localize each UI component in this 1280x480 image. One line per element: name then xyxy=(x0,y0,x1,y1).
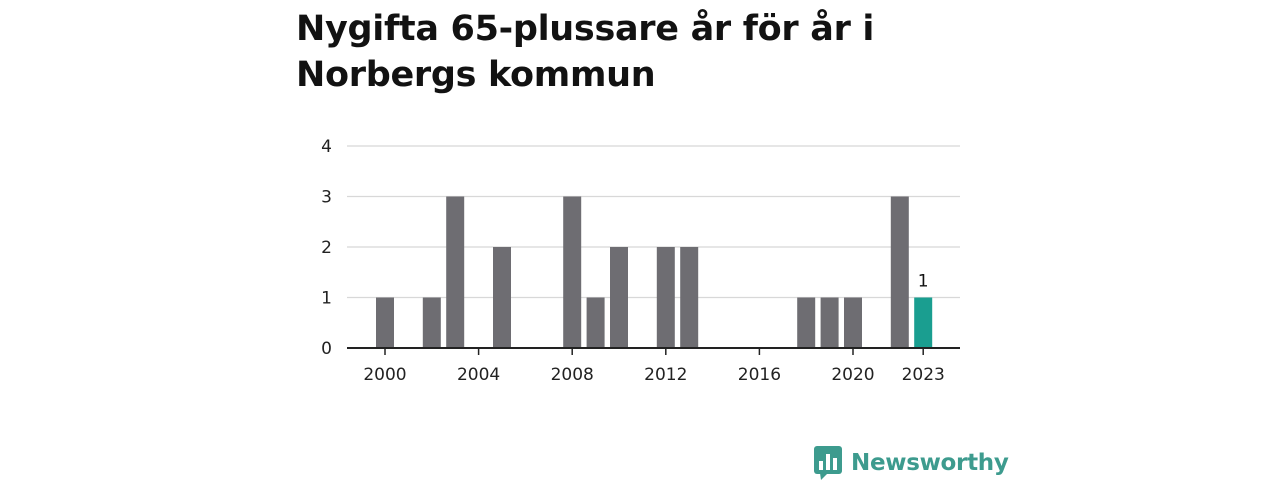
bar xyxy=(797,297,816,348)
bar xyxy=(493,247,511,348)
x-axis-ticks: 2000 2004 2008 2012 2016 2020 2023 xyxy=(363,348,945,385)
x-tick-label: 2008 xyxy=(551,365,594,385)
gridlines xyxy=(347,145,960,299)
x-tick-label: 2004 xyxy=(457,365,500,385)
bar xyxy=(656,247,675,348)
data-label: 1 xyxy=(918,272,929,292)
x-tick-label: 2020 xyxy=(831,365,874,385)
bar xyxy=(563,196,582,348)
bars xyxy=(376,196,933,348)
x-tick-label: 2016 xyxy=(738,365,781,385)
bar xyxy=(376,297,394,348)
bar xyxy=(844,297,862,348)
y-tick-label: 3 xyxy=(321,188,332,208)
bar-chart: 0 1 2 3 4 2000 2004 2008 2012 2016 2020 2023 1 xyxy=(321,137,960,385)
bar xyxy=(446,196,465,348)
bar xyxy=(680,247,699,348)
bar-chart-bubble-icon xyxy=(814,446,842,480)
y-tick-label: 2 xyxy=(321,238,332,258)
x-tick-label: 2000 xyxy=(363,365,406,385)
bar xyxy=(820,297,839,348)
y-tick-label: 0 xyxy=(321,339,332,359)
newsworthy-logo: Newsworthy xyxy=(814,446,1009,480)
bar xyxy=(586,297,605,348)
bar xyxy=(890,196,909,348)
y-tick-label: 4 xyxy=(321,137,332,157)
chart-title: Nygifta 65-plussare år för år i Norbergs… xyxy=(296,9,875,95)
bar xyxy=(610,247,628,348)
bar xyxy=(914,297,933,348)
y-tick-label: 1 xyxy=(321,289,332,309)
y-axis-ticks: 0 1 2 3 4 xyxy=(321,137,332,359)
bar xyxy=(422,297,441,348)
data-labels: 1 xyxy=(918,272,929,292)
brand-name: Newsworthy xyxy=(851,450,1009,476)
x-tick-label: 2012 xyxy=(644,365,687,385)
x-tick-label: 2023 xyxy=(902,365,945,385)
